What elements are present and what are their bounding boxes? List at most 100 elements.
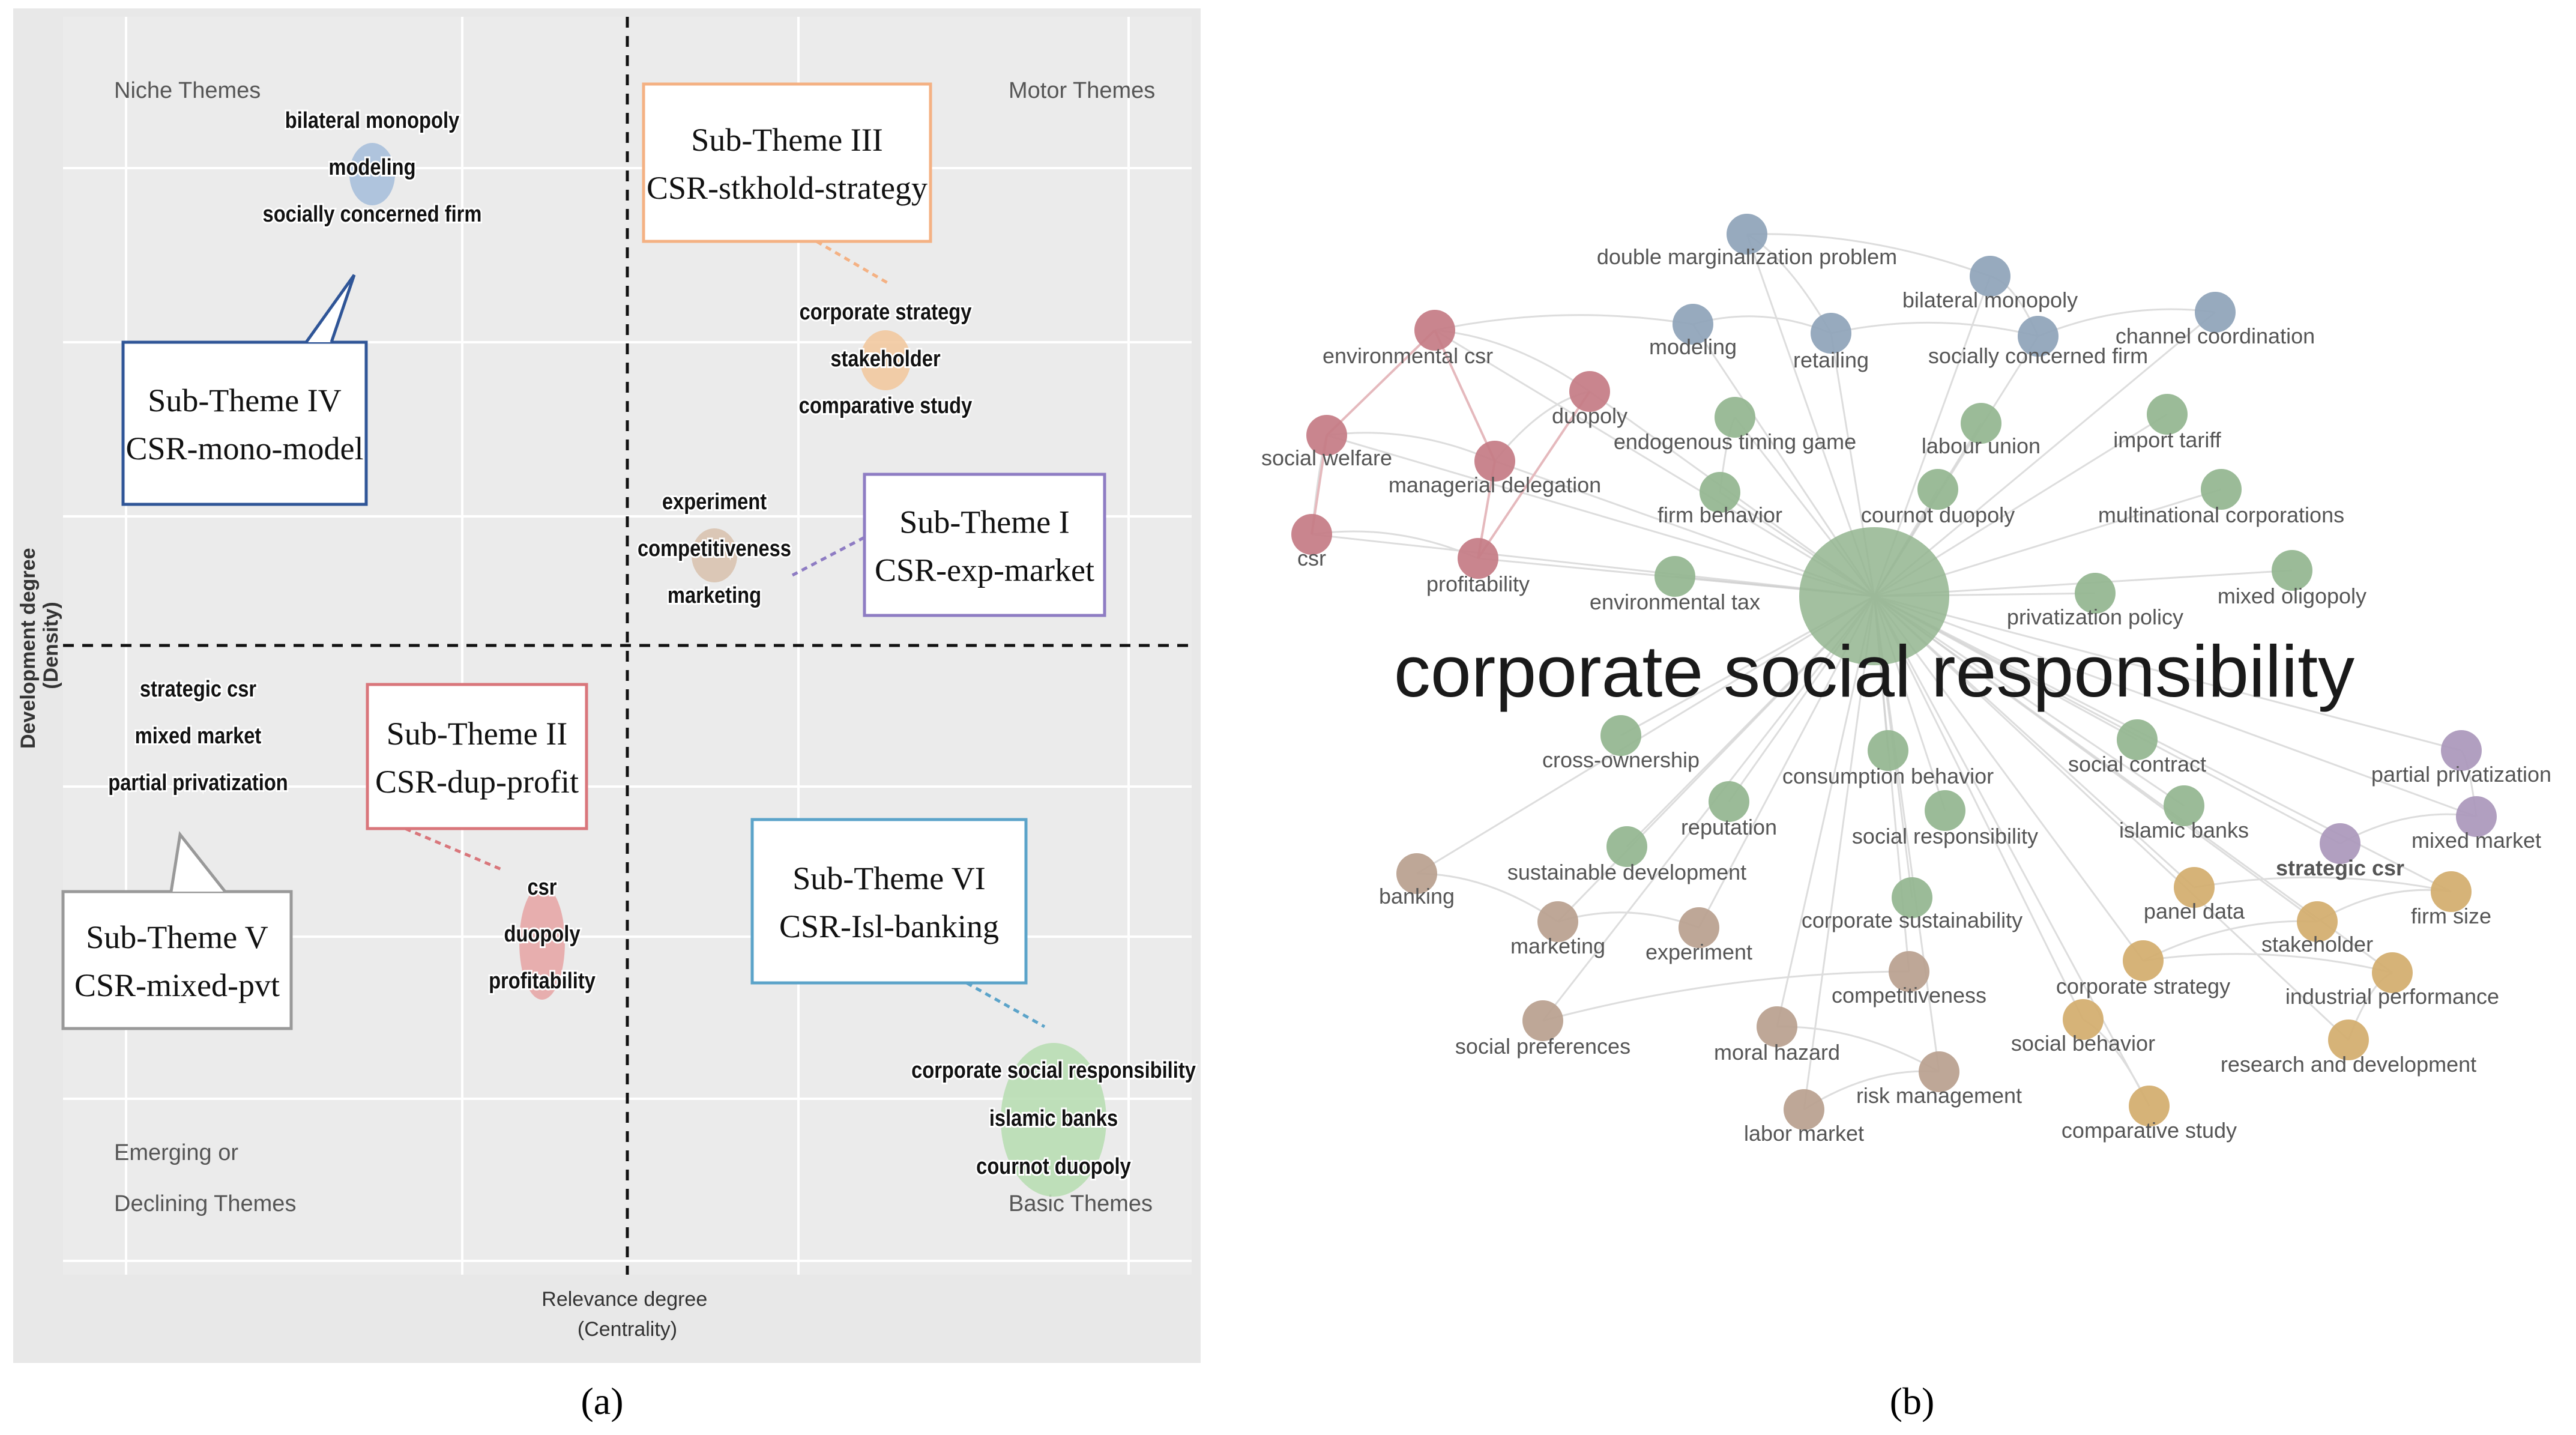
network-edge (1434, 330, 1496, 462)
node-label: labour union (1922, 434, 2041, 458)
node-label: cournot duopoly (1861, 503, 2015, 527)
cluster-keyword: modeling (328, 154, 415, 180)
node-label: cross-ownership (1542, 748, 1700, 772)
node-circle (1715, 397, 1755, 438)
cluster-keyword: mixed market (135, 723, 262, 749)
node-label: import tariff (2113, 427, 2221, 452)
node-circle (2431, 871, 2472, 912)
node-circle (1458, 538, 1498, 579)
network-node: mixed market (2412, 796, 2541, 853)
node-circle (2174, 867, 2215, 908)
network-node: duopoly (1552, 371, 1627, 428)
callout-box (863, 473, 1106, 617)
node-circle (1537, 901, 1578, 942)
network-node: cournot duopoly (1861, 469, 2015, 527)
network-node: corporate strategy (2056, 940, 2230, 998)
node-circle (1727, 214, 1767, 255)
node-label: duopoly (1552, 403, 1627, 428)
cluster-bubble (1001, 1043, 1106, 1197)
network-node: managerial delegation (1389, 441, 1601, 497)
node-circle (1925, 790, 1965, 831)
node-circle (2018, 316, 2059, 357)
network-node: multinational corporations (2098, 469, 2344, 527)
node-circle (2117, 719, 2158, 760)
node-circle (1700, 472, 1740, 513)
node-label: banking (1379, 884, 1455, 908)
callout-pointer (965, 981, 1046, 1029)
node-label: privatization policy (2007, 605, 2183, 629)
node-circle (1396, 853, 1437, 894)
node-circle (1306, 415, 1347, 456)
network-edge (1434, 314, 1694, 331)
node-label: profitability (1426, 572, 1530, 596)
co-word-network-panel: double marginalization problembilateral … (1261, 214, 2551, 1422)
node-circle (1606, 826, 1647, 867)
network-node: cross-ownership (1542, 715, 1700, 772)
network-edge (2194, 876, 2452, 893)
network-edge (1776, 1026, 1940, 1073)
node-label: social welfare (1261, 446, 1392, 470)
cluster-keyword: marketing (668, 582, 761, 608)
node-label: competitiveness (1832, 983, 1986, 1008)
network-edge (1873, 596, 1940, 1072)
network-node: social contract (2068, 719, 2206, 776)
node-label: bilateral monopoly (1902, 288, 2078, 312)
node-circle (2441, 730, 2482, 771)
network-node: social preferences (1455, 1000, 1630, 1059)
node-label: double marginalization problem (1597, 244, 1897, 269)
network-node: experiment (1645, 907, 1752, 964)
node-circle (2456, 796, 2497, 837)
node-label: islamic banks (2119, 818, 2249, 842)
node-label: risk management (1856, 1083, 2022, 1108)
cluster-bubble (519, 886, 565, 1000)
cluster-bubble (692, 528, 737, 582)
node-label: channel coordination (2116, 324, 2315, 348)
network-edge (1874, 595, 2341, 845)
axis-line: Development degree (17, 548, 40, 749)
network-node: privatization policy (2007, 573, 2183, 629)
node-label: multinational corporations (2098, 503, 2344, 527)
network-node: marketing (1510, 901, 1605, 958)
node-label: endogenous timing game (1614, 429, 1856, 454)
node-circle (2372, 952, 2413, 993)
network-edge (1311, 533, 1875, 597)
node-label: environmental csr (1323, 343, 1493, 368)
node-circle (2075, 573, 2116, 614)
node-circle (1868, 730, 1908, 771)
network-nodes: double marginalization problembilateral … (1261, 214, 2551, 1146)
network-node: social behavior (2011, 999, 2155, 1056)
callout-box (366, 683, 588, 830)
callout-layer: Sub-Theme IV CSR-mono-model Sub-Theme III C… (61, 82, 1106, 1030)
callout-line: Sub-Theme I (899, 504, 1069, 540)
network-node: partial privatization (2371, 730, 2551, 787)
cluster-keyword: duopoly (504, 921, 580, 947)
network-node: mixed oligopoly (2218, 550, 2366, 608)
cluster-keyword: bilateral monopoly (285, 107, 460, 133)
quadrant-line: Basic Themes (1009, 1191, 1153, 1216)
node-circle (1917, 469, 1958, 510)
callout-line: CSR-dup-profit (375, 764, 579, 800)
network-node: social welfare (1261, 415, 1392, 470)
axis-line: (Centrality) (578, 1318, 677, 1341)
cluster-keyword: strategic csr (140, 676, 256, 702)
axis-line: (Density) (40, 602, 62, 689)
network-edge (2143, 920, 2318, 962)
node-label: strategic csr (2276, 856, 2404, 880)
node-circle (2195, 292, 2236, 333)
network-edge (1692, 315, 1832, 334)
node-circle (1757, 1006, 1797, 1047)
node-label: labor market (1744, 1121, 1864, 1146)
callout-box (750, 818, 1028, 985)
node-label: sustainable development (1507, 860, 1746, 884)
network-node: labor market (1744, 1089, 1864, 1146)
callout-box (61, 890, 293, 1030)
callout-line: Sub-Theme V (86, 919, 268, 955)
node-label: research and development (2221, 1052, 2476, 1077)
network-edge (1803, 596, 1875, 1110)
cluster-bubble (860, 330, 911, 390)
network-node: environmental tax (1590, 556, 1760, 614)
network-node: banking (1379, 853, 1455, 908)
quadrant-label-niche: Niche Themes (114, 78, 261, 103)
theme-cluster: experiment competitiveness marketing (636, 487, 793, 609)
network-edge (1874, 595, 2477, 818)
